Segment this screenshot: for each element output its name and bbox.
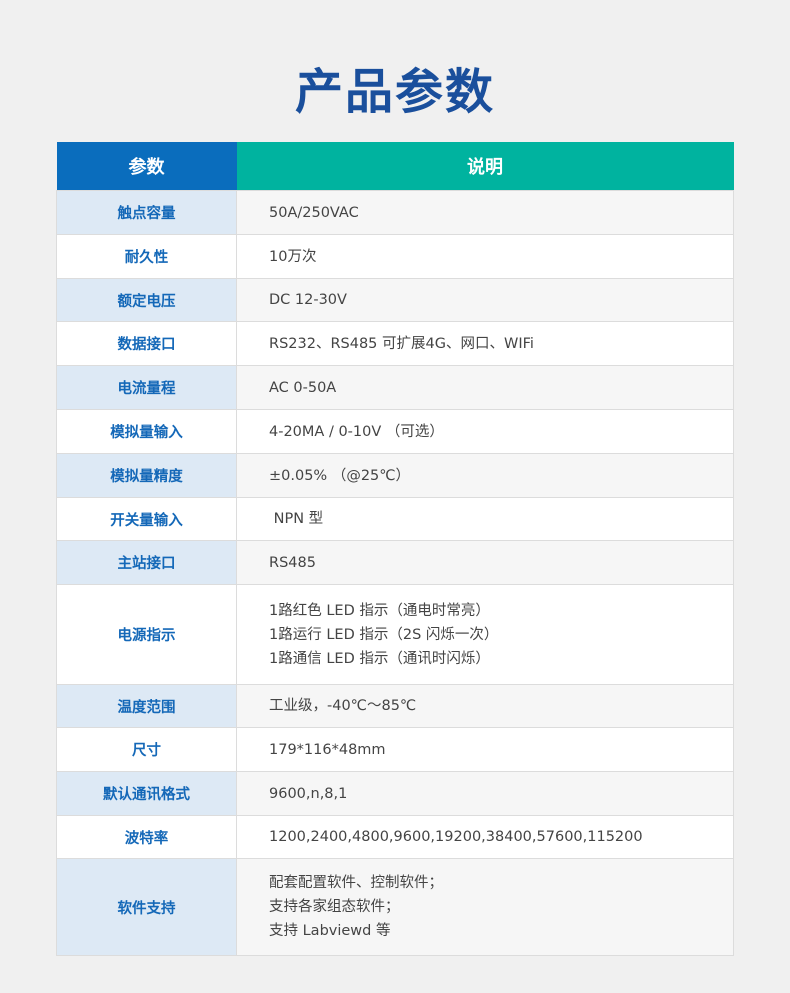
param-value: 配套配置软件、控制软件； 支持各家组态软件； 支持 Labviewd 等 (236, 858, 734, 956)
param-name: 额定电压 (56, 278, 237, 322)
param-value: 4-20MA / 0-10V （可选） (236, 409, 734, 454)
param-name: 模拟量输入 (56, 409, 237, 454)
value-line: 179*116*48mm (269, 741, 386, 758)
param-value: 50A/250VAC (236, 190, 734, 235)
value-line: AC 0-50A (269, 379, 337, 396)
table-row: 软件支持 配套配置软件、控制软件； 支持各家组态软件； 支持 Labviewd 等 (56, 858, 734, 956)
header-desc: 说明 (236, 142, 734, 191)
param-name: 数据接口 (56, 321, 237, 366)
value-line: 1路红色 LED 指示（通电时常亮） (269, 602, 490, 619)
value-line: 50A/250VAC (269, 204, 359, 221)
param-name: 电流量程 (56, 365, 237, 410)
table-row: 数据接口 RS232、RS485 可扩展4G、网口、WIFi (56, 321, 734, 366)
value-line: 1路运行 LED 指示（2S 闪烁一次） (269, 626, 499, 643)
table-row: 波特率 1200,2400,4800,9600,19200,38400,57600… (56, 815, 734, 859)
param-name: 耐久性 (56, 234, 237, 279)
param-value: 10万次 (236, 234, 734, 279)
table-row: 耐久性 10万次 (56, 234, 734, 279)
table-row: 主站接口 RS485 (56, 540, 734, 585)
param-value: AC 0-50A (236, 365, 734, 410)
param-name: 默认通讯格式 (56, 771, 237, 816)
table-row: 默认通讯格式 9600,n,8,1 (56, 771, 734, 816)
param-name: 尺寸 (56, 727, 237, 772)
table-row: 温度范围 工业级，-40℃～85℃ (56, 684, 734, 728)
param-name: 波特率 (56, 815, 237, 859)
param-name: 软件支持 (56, 858, 237, 956)
value-line: 1路通信 LED 指示（通讯时闪烁） (269, 650, 490, 667)
table-row: 电流量程 AC 0-50A (56, 365, 734, 410)
param-value: ±0.05% （@25℃） (236, 453, 734, 498)
page-title: 产品参数 (294, 64, 495, 120)
value-line: DC 12-30V (269, 292, 347, 308)
param-name: 电源指示 (56, 584, 237, 685)
table-row: 开关量输入 NPN 型 (56, 497, 734, 541)
param-value: 179*116*48mm (236, 727, 734, 772)
param-value: NPN 型 (236, 497, 734, 541)
param-value: 1200,2400,4800,9600,19200,38400,57600,11… (236, 815, 734, 859)
param-name: 触点容量 (56, 190, 237, 235)
param-value: 1路红色 LED 指示（通电时常亮） 1路运行 LED 指示（2S 闪烁一次） 1路… (236, 584, 734, 685)
value-line: 9600,n,8,1 (269, 785, 348, 802)
table-row: 尺寸 179*116*48mm (56, 727, 734, 772)
value-line: 1200,2400,4800,9600,19200,38400,57600,11… (269, 829, 643, 845)
value-line: NPN 型 (269, 511, 324, 527)
value-line: 10万次 (269, 248, 317, 265)
param-value: RS232、RS485 可扩展4G、网口、WIFi (236, 321, 734, 366)
param-name: 主站接口 (56, 540, 237, 585)
table-row: 模拟量精度 ±0.05% （@25℃） (56, 453, 734, 498)
param-name: 开关量输入 (56, 497, 237, 541)
value-line: 工业级，-40℃～85℃ (269, 698, 417, 714)
param-name: 温度范围 (56, 684, 237, 728)
header-param: 参数 (56, 142, 237, 191)
table-row: 电源指示 1路红色 LED 指示（通电时常亮） 1路运行 LED 指示（2S 闪烁一… (56, 584, 734, 685)
table-header: 参数 说明 (56, 142, 734, 191)
param-value: 9600,n,8,1 (236, 771, 734, 816)
param-value: 工业级，-40℃～85℃ (236, 684, 734, 728)
value-line: ±0.05% （@25℃） (269, 467, 411, 484)
value-line: 配套配置软件、控制软件； (269, 875, 443, 891)
param-value: DC 12-30V (236, 278, 734, 322)
param-value: RS485 (236, 540, 734, 585)
table-row: 额定电压 DC 12-30V (56, 278, 734, 322)
table-row: 模拟量输入 4-20MA / 0-10V （可选） (56, 409, 734, 454)
table-row: 触点容量 50A/250VAC (56, 190, 734, 235)
value-line: RS232、RS485 可扩展4G、网口、WIFi (269, 335, 534, 352)
value-line: RS485 (269, 554, 316, 571)
value-line: 4-20MA / 0-10V （可选） (269, 423, 444, 440)
value-line: 支持各家组态软件； (269, 899, 400, 915)
param-name: 模拟量精度 (56, 453, 237, 498)
value-line: 支持 Labviewd 等 (269, 923, 391, 939)
spec-table: 参数 说明 触点容量 50A/250VAC 耐久性 10万次额定电压 DC 12-30V… (56, 142, 734, 956)
